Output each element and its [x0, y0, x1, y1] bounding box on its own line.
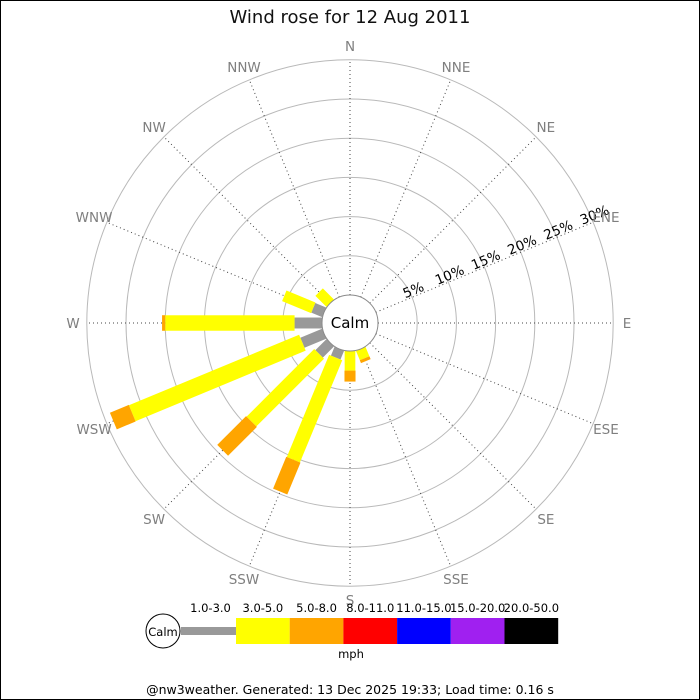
- legend-label-3.0-5.0: 3.0-5.0: [242, 601, 283, 615]
- legend-calm-circle: [145, 613, 181, 649]
- direction-ray-nne: [360, 79, 452, 298]
- petal-sse-3.0-5.0: [355, 346, 370, 361]
- legend-calm-label: Calm: [148, 625, 177, 639]
- grid-ring: [86, 59, 614, 587]
- petal-w-1.0-3.0: [294, 317, 322, 329]
- compass-label-ssw: SSW: [229, 572, 260, 588]
- petal-wsw-5.0-8.0: [109, 404, 136, 430]
- radial-tick-label: 25%: [542, 217, 576, 243]
- compass-label-nne: NNE: [442, 60, 471, 76]
- legend-label-20.0-50.0: 20.0-50.0: [504, 601, 559, 615]
- compass-label-nw: NW: [142, 120, 165, 136]
- compass-label-e: E: [623, 316, 632, 332]
- radial-tick-label: 15%: [469, 247, 503, 273]
- chart-title: Wind rose for 12 Aug 2011: [229, 7, 471, 28]
- direction-ray-ne: [369, 136, 537, 304]
- compass-label-w: W: [66, 316, 79, 332]
- direction-ray-ese: [375, 333, 594, 425]
- calm-circle: [321, 294, 379, 352]
- compass-label-ene: ENE: [592, 210, 619, 226]
- petal-s-5.0-8.0: [344, 370, 356, 382]
- legend-label-11.0-15.0: 11.0-15.0: [396, 601, 451, 615]
- compass-label-wsw: WSW: [76, 422, 111, 438]
- radial-tick-label: 20%: [505, 232, 539, 258]
- petal-wnw-3.0-5.0: [282, 290, 316, 314]
- petal-s-3.0-5.0: [344, 351, 356, 371]
- compass-label-sse: SSE: [443, 572, 469, 588]
- direction-ray-sse: [360, 348, 452, 567]
- legend-label-15.0-20.0: 15.0-20.0: [450, 601, 505, 615]
- compass-label-ese: ESE: [593, 422, 619, 438]
- legend-swatch-1.0-3.0: [181, 627, 236, 635]
- calm-center-label: Calm: [331, 314, 369, 332]
- radial-tick-label: 10%: [433, 262, 467, 288]
- legend-swatch-8.0-11.0: [343, 618, 398, 644]
- compass-label-se: SE: [537, 512, 554, 528]
- compass-label-s: S: [346, 593, 355, 609]
- compass-label-sw: SW: [143, 512, 165, 528]
- radial-tick-label: 5%: [401, 279, 427, 302]
- petal-sse-5.0-8.0: [359, 356, 371, 364]
- legend-swatch-5.0-8.0: [289, 618, 344, 644]
- legend-label-8.0-11.0: 8.0-11.0: [346, 601, 394, 615]
- legend-swatch-11.0-15.0: [397, 618, 451, 644]
- compass-label-nnw: NNW: [227, 60, 261, 76]
- compass-label-ne: NE: [537, 120, 556, 136]
- legend-swatch-20.0-50.0: [504, 618, 559, 644]
- direction-ray-nw: [163, 136, 331, 304]
- petal-nw-3.0-5.0: [315, 288, 334, 307]
- petal-w-5.0-8.0: [162, 315, 166, 331]
- petal-wsw-3.0-5.0: [128, 334, 306, 422]
- direction-ray-ssw: [248, 348, 340, 567]
- legend-swatch-3.0-5.0: [236, 618, 290, 644]
- footer-status-text: @nw3weather. Generated: 13 Dec 2025 19:3…: [146, 682, 554, 697]
- petal-wsw-1.0-3.0: [300, 328, 327, 348]
- petal-wnw-1.0-3.0: [311, 302, 327, 318]
- petal-sw-5.0-8.0: [217, 416, 257, 456]
- petal-ssw-5.0-8.0: [273, 456, 301, 495]
- legend-label-5.0-8.0: 5.0-8.0: [296, 601, 337, 615]
- direction-ray-se: [369, 342, 537, 510]
- petal-ssw-1.0-3.0: [330, 346, 345, 360]
- legend-swatch-15.0-20.0: [450, 618, 505, 644]
- legend-units-label: mph: [338, 647, 364, 661]
- petal-sw-1.0-3.0: [315, 339, 334, 358]
- compass-label-n: N: [345, 39, 355, 55]
- petal-sw-3.0-5.0: [246, 348, 325, 427]
- petal-w-3.0-5.0: [165, 315, 295, 331]
- compass-label-wnw: WNW: [76, 210, 113, 226]
- legend-label-1.0-3.0: 1.0-3.0: [190, 601, 231, 615]
- petal-ssw-3.0-5.0: [286, 354, 343, 463]
- direction-ray-sw: [163, 342, 331, 510]
